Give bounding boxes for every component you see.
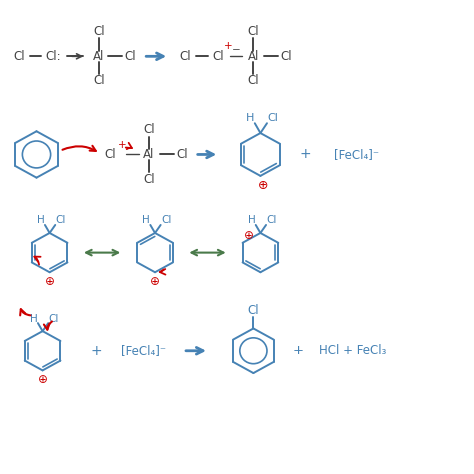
Text: ⊕: ⊕ [37,373,47,386]
Text: H: H [30,314,37,324]
Text: Al: Al [143,148,155,161]
Text: Cl: Cl [247,74,259,87]
Text: +: + [118,140,127,150]
Text: Cl: Cl [93,25,105,38]
Text: Cl: Cl [268,113,279,123]
Text: Cl: Cl [124,50,136,63]
Text: −: − [232,45,240,55]
Text: Cl: Cl [55,216,66,226]
Text: Cl: Cl [105,148,116,161]
Text: Cl: Cl [247,304,259,317]
Text: Cl: Cl [143,123,155,137]
Text: +: + [299,147,311,162]
Text: H: H [142,216,150,226]
Text: H: H [37,216,45,226]
Text: [FeCl₄]⁻: [FeCl₄]⁻ [334,148,379,161]
Text: Cl: Cl [176,148,188,161]
Text: Al: Al [248,50,259,63]
Text: H: H [246,113,255,123]
Text: Cl: Cl [13,50,25,63]
Text: +: + [292,344,303,357]
Text: Cl: Cl [49,314,59,324]
Text: Cl: Cl [247,25,259,38]
Text: [FeCl₄]⁻: [FeCl₄]⁻ [121,344,166,357]
Text: Cl: Cl [161,216,172,226]
Text: Cl: Cl [143,173,155,185]
Text: ⊕: ⊕ [257,179,268,192]
Text: Cl: Cl [212,50,224,63]
Text: ⊕: ⊕ [45,274,55,288]
Text: Cl: Cl [266,216,277,226]
Text: Cl: Cl [93,74,105,87]
Text: H: H [247,216,255,226]
Text: Cl: Cl [180,50,191,63]
Text: +: + [224,42,233,52]
Text: Al: Al [93,50,104,63]
Text: HCl + FeCl₃: HCl + FeCl₃ [319,344,386,357]
Text: ⊕: ⊕ [244,229,254,242]
Text: +: + [91,344,102,358]
Text: ⊕: ⊕ [150,274,160,288]
Text: Cl: Cl [281,50,292,63]
Text: Cl:: Cl: [46,50,61,63]
